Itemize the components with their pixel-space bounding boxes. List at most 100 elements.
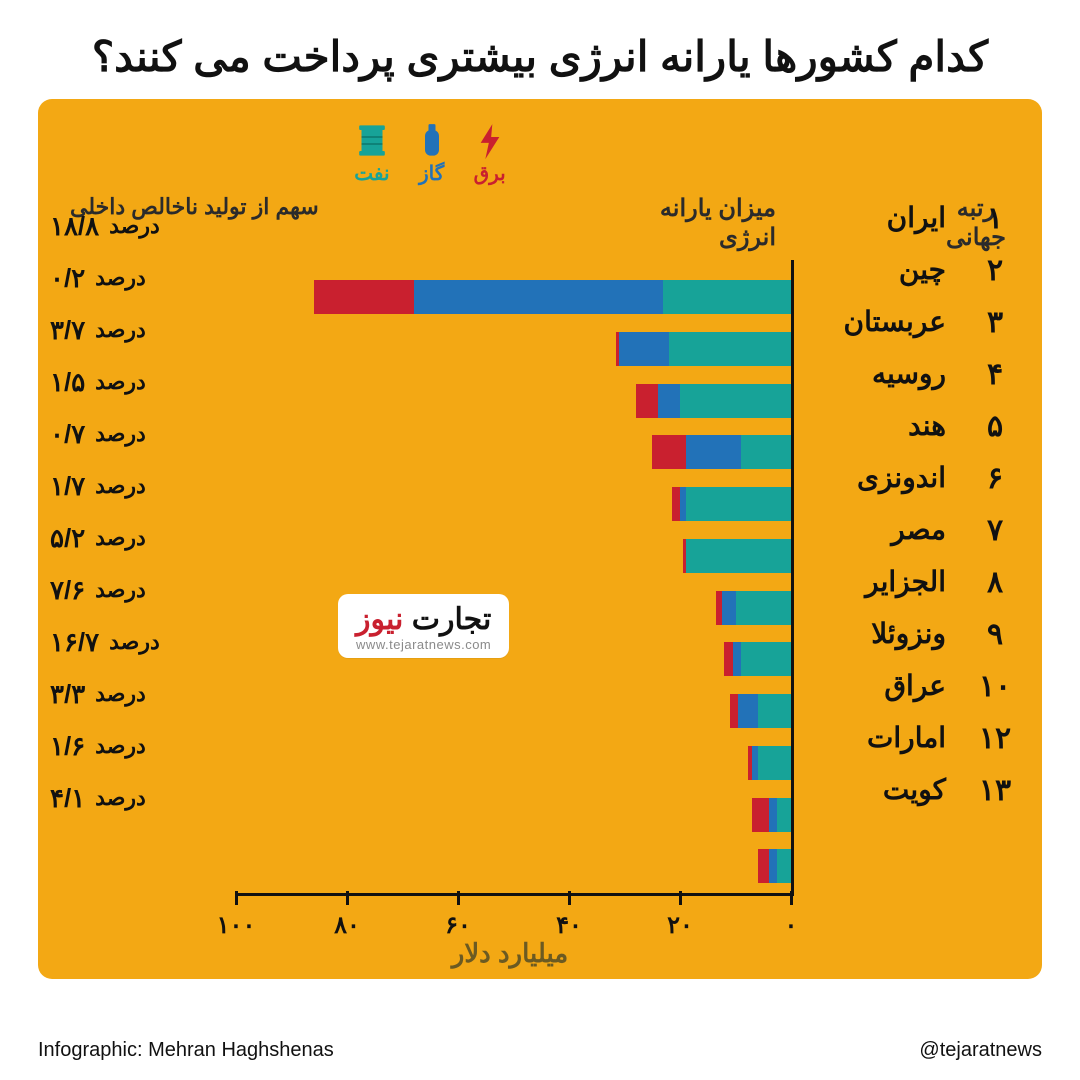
gdp-cell: ۱۶/۷درصد: [50, 617, 260, 669]
country-cell: الجزایر: [796, 565, 946, 617]
bar-seg-oil: [741, 642, 791, 676]
bar-row: [236, 790, 791, 840]
barrel-icon: [358, 123, 386, 159]
bar: [314, 280, 791, 314]
country-cell: عراق: [796, 669, 946, 721]
legend-oil: نفت: [354, 123, 389, 186]
bar-seg-elec: [636, 384, 658, 418]
bar-row: [236, 427, 791, 477]
chart-card: نفت گاز برق رتبه جهانی میزان یارانه انرژ…: [38, 99, 1042, 979]
bar-row: [236, 634, 791, 684]
bar-seg-elec: [716, 591, 722, 625]
legend-gas: گاز: [418, 123, 446, 186]
rank-cell: ۶: [960, 461, 1030, 513]
bar-seg-gas: [733, 642, 741, 676]
rank-cell: ۳: [960, 305, 1030, 357]
tick-label: ۲۰: [667, 911, 693, 940]
footer-handle: @tejaratnews: [919, 1039, 1042, 1062]
footer: Infographic: Mehran Haghshenas @tejaratn…: [38, 1039, 1042, 1062]
legend-elec: برق: [474, 123, 506, 186]
rank-cell: ۲: [960, 253, 1030, 305]
gdp-cell: ۳/۷درصد: [50, 305, 260, 357]
bar-seg-oil: [680, 384, 791, 418]
gdp-cell: ۰/۲درصد: [50, 253, 260, 305]
bar-seg-oil: [741, 435, 791, 469]
bar-row: [236, 376, 791, 426]
bar: [683, 539, 791, 573]
rank-cell: ۹: [960, 617, 1030, 669]
bar-seg-gas: [686, 435, 742, 469]
country-cell: روسیه: [796, 357, 946, 409]
axis-tick-labels: ۰۲۰۴۰۶۰۸۰۱۰۰: [236, 911, 791, 941]
bar-seg-gas: [769, 849, 777, 883]
country-cell: کویت: [796, 773, 946, 825]
rank-cell: ۱: [960, 201, 1030, 253]
bar-seg-oil: [777, 798, 791, 832]
bar-row: [236, 841, 791, 891]
country-cell: هند: [796, 409, 946, 461]
page-title: کدام کشورها یارانه انرژی بیشتری پرداخت م…: [0, 0, 1080, 99]
bar: [616, 332, 791, 366]
rank-cell: ۷: [960, 513, 1030, 565]
bar: [724, 642, 791, 676]
rank-cell: ۱۳: [960, 773, 1030, 825]
watermark-text-b: نیوز: [356, 603, 403, 636]
bar-seg-gas: [658, 384, 680, 418]
bar-seg-elec: [752, 798, 769, 832]
rank-column: ۱۲۳۴۵۶۷۸۹۱۰۱۲۱۳: [960, 201, 1030, 825]
bar-seg-elec: [314, 280, 414, 314]
country-cell: اندونزی: [796, 461, 946, 513]
bar-seg-oil: [777, 849, 791, 883]
country-cell: عربستان: [796, 305, 946, 357]
axis-ticks: [236, 893, 791, 905]
gdp-cell: ۱/۵درصد: [50, 357, 260, 409]
bar-seg-gas: [769, 798, 777, 832]
gdp-cell: ۰/۷درصد: [50, 409, 260, 461]
legend-elec-label: برق: [474, 161, 506, 186]
tick: [346, 891, 349, 905]
bar: [748, 746, 791, 780]
bar-row: [236, 324, 791, 374]
country-cell: ایران: [796, 201, 946, 253]
gdp-cell: ۱/۶درصد: [50, 721, 260, 773]
bar-seg-gas: [752, 746, 758, 780]
bar-seg-oil: [669, 332, 791, 366]
gdp-cell: ۴/۱درصد: [50, 773, 260, 825]
bar-seg-oil: [736, 591, 791, 625]
rank-cell: ۸: [960, 565, 1030, 617]
bar-seg-gas: [414, 280, 664, 314]
gdp-column: ۱۸/۸درصد۰/۲درصد۳/۷درصد۱/۵درصد۰/۷درصد۱/۷د…: [50, 201, 260, 825]
tick: [790, 891, 793, 905]
bar: [716, 591, 791, 625]
bar: [752, 798, 791, 832]
rank-cell: ۴: [960, 357, 1030, 409]
legend-gas-label: گاز: [418, 161, 446, 186]
tick: [568, 891, 571, 905]
country-cell: مصر: [796, 513, 946, 565]
bar: [730, 694, 791, 728]
bar-seg-elec: [652, 435, 685, 469]
tick-label: ۶۰: [445, 911, 471, 940]
bar-seg-elec: [730, 694, 738, 728]
header-subsidy: میزان یارانه انرژی: [606, 194, 786, 252]
rank-cell: ۵: [960, 409, 1030, 461]
country-cell: ونزوئلا: [796, 617, 946, 669]
bar: [652, 435, 791, 469]
bar-seg-gas: [680, 487, 686, 521]
tick-label: ۱۰۰: [217, 911, 256, 940]
legend: نفت گاز برق: [56, 123, 804, 186]
legend-oil-label: نفت: [354, 161, 389, 186]
bar: [636, 384, 791, 418]
bar-row: [236, 686, 791, 736]
bar-seg-oil: [758, 694, 791, 728]
gas-cylinder-icon: [418, 123, 446, 159]
bar-seg-elec: [758, 849, 769, 883]
gdp-cell: ۱۸/۸درصد: [50, 201, 260, 253]
tick: [679, 891, 682, 905]
bar: [758, 849, 791, 883]
gdp-cell: ۱/۷درصد: [50, 461, 260, 513]
bar-row: [236, 531, 791, 581]
watermark: تجارت نیوز www.tejaratnews.com: [338, 594, 509, 658]
bar-seg-elec: [748, 746, 752, 780]
bar-row: [236, 479, 791, 529]
